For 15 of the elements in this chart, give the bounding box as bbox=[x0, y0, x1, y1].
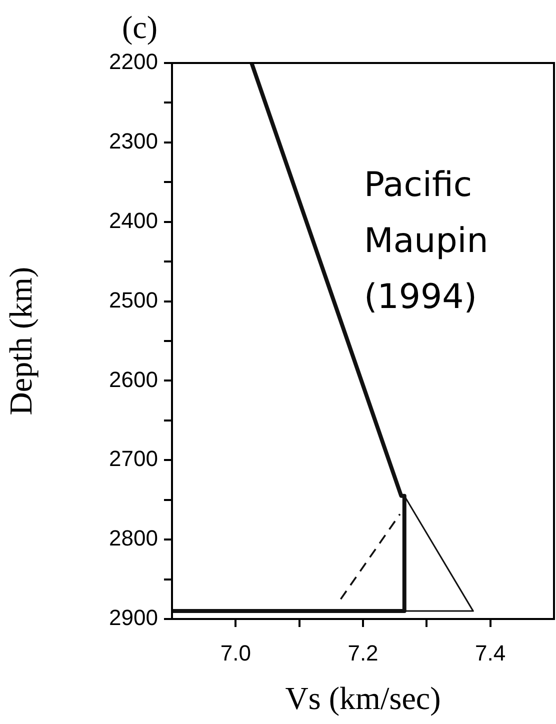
y-tick-label: 2700 bbox=[109, 446, 158, 472]
x-tick-label: 7.0 bbox=[220, 640, 251, 666]
annotation: Pacific Maupin (1994) bbox=[364, 165, 488, 317]
y-tick-label: 2400 bbox=[109, 208, 158, 233]
chart-title: (c) bbox=[122, 9, 158, 45]
x-axis-title: Vs (km/sec) bbox=[285, 680, 441, 716]
y-tick-label: 2900 bbox=[109, 605, 158, 630]
y-tick-label: 2800 bbox=[109, 526, 158, 551]
x-tick-label: 7.4 bbox=[475, 640, 506, 666]
y-tick-label: 2600 bbox=[109, 366, 158, 392]
y-tick-label: 2300 bbox=[109, 128, 158, 154]
y-axis-title: Depth (km) bbox=[2, 266, 39, 416]
y-tick-label: 2200 bbox=[109, 49, 158, 74]
y-tick-label: 2500 bbox=[109, 287, 158, 312]
x-tick-label: 7.2 bbox=[348, 640, 378, 666]
